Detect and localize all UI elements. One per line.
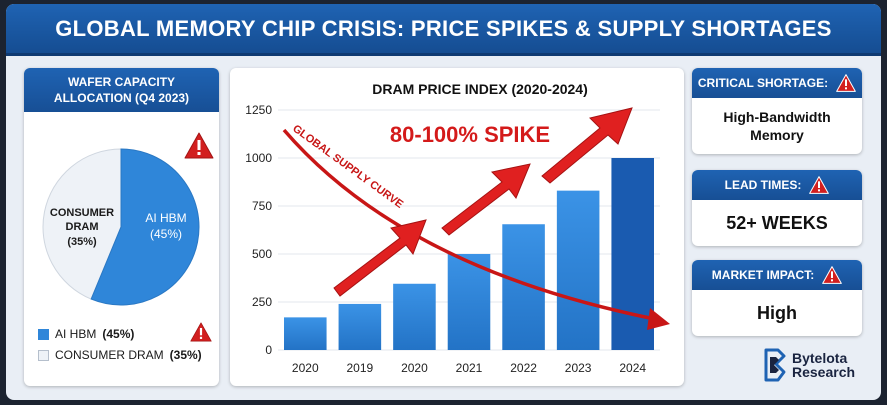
spike-arrow-1 — [333, 219, 427, 297]
chart-title: DRAM PRICE INDEX (2020-2024) — [372, 81, 588, 97]
supply-curve-label: GLOBAL SUPPLY CURVE — [290, 123, 405, 211]
brand-name-line2: Research — [792, 364, 856, 380]
lead-times-body: 52+ WEEKS — [692, 200, 862, 246]
bar-2019-1 — [338, 303, 382, 350]
legend-name-consumer-dram: CONSUMER DRAM — [55, 348, 164, 362]
chart-x-axis: 2020 2019 2020 2021 2022 2023 2024 — [292, 361, 646, 375]
x-tick-label: 2020 — [292, 361, 319, 375]
lead-times-card: LEAD TIMES: 52+ WEEKS — [692, 170, 862, 246]
market-impact-title: MARKET IMPACT: — [711, 268, 815, 282]
market-impact-value: High — [757, 302, 797, 323]
wafer-capacity-title-line1: WAFER CAPACITY — [67, 75, 176, 89]
spike-annotation: 80-100% SPIKE — [390, 122, 550, 147]
wafer-capacity-pie-chart: AI HBM (45%) CONSUMER DRAM (35%) — [42, 148, 200, 306]
wafer-capacity-card-header: WAFER CAPACITY ALLOCATION (Q4 2023) — [24, 68, 219, 112]
y-tick-label: 500 — [252, 247, 272, 261]
page-title: GLOBAL MEMORY CHIP CRISIS: PRICE SPIKES … — [55, 15, 832, 41]
spike-arrow-2 — [441, 163, 531, 236]
warning-icon — [184, 132, 214, 159]
y-tick-label: 0 — [265, 343, 272, 357]
bar-2023-5 — [556, 190, 600, 350]
market-impact-body: High — [692, 290, 862, 336]
pie-slice-consumer-dram — [42, 148, 122, 300]
x-tick-label: 2020 — [401, 361, 428, 375]
market-impact-card: MARKET IMPACT: High — [692, 260, 862, 336]
critical-shortage-title: CRITICAL SHORTAGE: — [697, 76, 829, 90]
spike-arrows — [333, 107, 633, 297]
pie-slice-ai-hbm — [90, 148, 200, 306]
brand-logo-icon — [764, 348, 786, 382]
spike-arrow-3 — [541, 107, 633, 184]
bar-2020-0 — [284, 317, 327, 350]
dram-price-chart-card: DRAM PRICE INDEX (2020-2024) 0 250 500 750 1… — [230, 68, 684, 386]
bar-2024-6 — [611, 158, 654, 350]
header-banner: GLOBAL MEMORY CHIP CRISIS: PRICE SPIKES … — [6, 4, 881, 56]
bar-2021-3 — [447, 254, 491, 350]
x-tick-label: 2024 — [619, 361, 646, 375]
legend-item-consumer-dram: CONSUMER DRAM (35%) — [38, 348, 202, 362]
wafer-capacity-card: WAFER CAPACITY ALLOCATION (Q4 2023) AI H… — [24, 68, 219, 386]
warning-icon — [822, 266, 843, 284]
chart-y-axis: 0 250 500 750 1000 1250 — [245, 103, 272, 357]
market-impact-header: MARKET IMPACT: — [692, 260, 862, 290]
brand-name-line1: Bytelota — [792, 350, 848, 366]
pie-pct-ai-hbm: (45%) — [150, 227, 182, 241]
infographic: GLOBAL MEMORY CHIP CRISIS: PRICE SPIKES … — [6, 4, 881, 400]
y-tick-label: 750 — [252, 199, 272, 213]
dram-price-bar-chart: DRAM PRICE INDEX (2020-2024) 0 250 500 750 1… — [245, 81, 670, 375]
x-tick-label: 2021 — [456, 361, 483, 375]
y-tick-label: 250 — [252, 295, 272, 309]
lead-times-title: LEAD TIMES: — [724, 178, 802, 192]
lead-times-header: LEAD TIMES: — [692, 170, 862, 200]
x-tick-label: 2019 — [347, 361, 374, 375]
lead-times-value: 52+ WEEKS — [726, 212, 828, 233]
critical-shortage-value-line2: Memory — [750, 127, 804, 143]
brand-logo: Bytelota Research — [762, 348, 855, 382]
critical-shortage-header: CRITICAL SHORTAGE: — [692, 68, 862, 98]
y-tick-label: 1250 — [245, 103, 272, 117]
warning-icon — [190, 322, 212, 342]
y-tick-label: 1000 — [245, 151, 272, 165]
legend-swatch-consumer-dram — [38, 349, 49, 361]
x-tick-label: 2022 — [510, 361, 537, 375]
legend-swatch-ai-hbm — [38, 328, 49, 340]
wafer-capacity-title-line2: ALLOCATION (Q4 2023) — [53, 91, 190, 105]
warning-icon — [809, 176, 830, 194]
bar-2020-2 — [393, 283, 436, 350]
x-tick-label: 2023 — [565, 361, 592, 375]
pie-label-consumer-line2: DRAM — [66, 221, 99, 233]
critical-shortage-card: CRITICAL SHORTAGE: High-Bandwidth Memory — [692, 68, 862, 154]
legend-name-ai-hbm: AI HBM — [55, 327, 97, 341]
pie-label-ai-hbm: AI HBM — [145, 211, 186, 225]
warning-icon — [836, 74, 856, 92]
supply-curve-arrowhead — [647, 308, 670, 330]
pie-pct-consumer: (35%) — [67, 236, 97, 248]
legend-item-ai-hbm: AI HBM (45%) — [38, 327, 134, 341]
supply-curve-line — [282, 128, 651, 320]
critical-shortage-value-line1: High-Bandwidth — [723, 109, 831, 125]
chart-bars — [284, 158, 654, 350]
critical-shortage-body: High-Bandwidth Memory — [692, 98, 862, 154]
legend-pct-consumer-dram: (35%) — [169, 348, 202, 362]
legend-pct-ai-hbm: (45%) — [102, 327, 135, 341]
pie-label-consumer-line1: CONSUMER — [50, 207, 114, 219]
